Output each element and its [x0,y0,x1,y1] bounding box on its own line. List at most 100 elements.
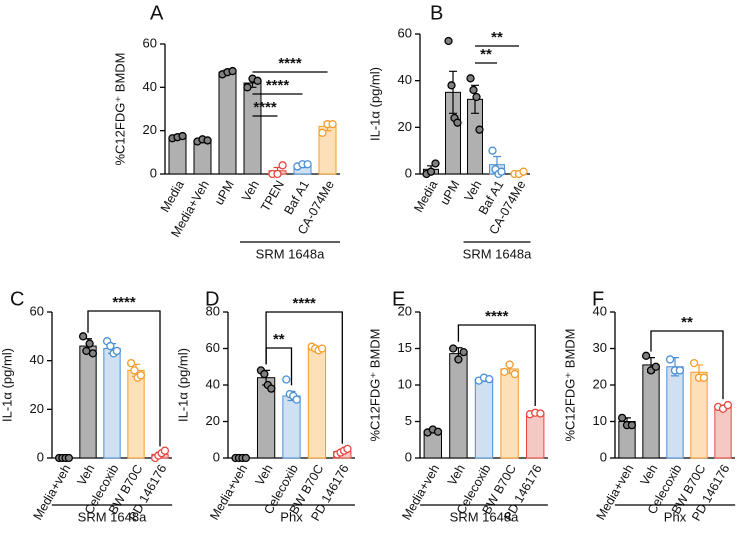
data-point [444,36,453,46]
data-point [64,453,74,463]
group-label: SRM 1648a [78,509,147,524]
data-point [260,369,269,379]
y-tick-label: 20 [206,413,220,428]
data-point [282,375,291,384]
data-point [627,420,637,430]
data-point [536,409,545,418]
y-tick-label: 40 [206,376,220,391]
y-tick-label: 0 [37,449,44,464]
bar [642,364,660,459]
data-point [449,344,458,353]
group-label: SRM 1648a [450,509,519,524]
y-tick-label: 15 [398,340,412,355]
data-point [454,355,463,364]
data-point [519,167,528,176]
significance-line [457,324,536,407]
data-point [136,371,146,380]
y-tick-label: 5 [405,413,412,428]
x-tick-label: Media+veh [207,462,250,522]
y-tick-label: 20 [143,122,157,137]
y-tick-label: 80 [206,303,220,318]
y-tick-label: 20 [30,401,44,416]
data-point [641,351,651,360]
bar [474,378,494,459]
y-tick-label: 0 [405,165,412,180]
y-axis-label: %C12FDG⁺ BMDM [562,328,577,441]
group-label: SRM 1648a [256,246,325,261]
data-point [466,74,475,83]
x-tick-label: uPM [437,178,462,207]
x-tick-label: Media+veh [594,462,637,522]
significance-label: **** [112,294,136,311]
y-tick-label: 10 [593,413,607,428]
bar [666,366,684,459]
data-point [469,85,478,95]
data-point [617,413,627,423]
significance-label: ** [480,46,492,63]
group-label: SRM 1648a [463,246,532,261]
data-point [278,161,287,170]
x-tick-label: Veh [239,178,262,204]
y-tick-label: 20 [398,119,412,134]
y-tick-label: 0 [213,449,220,464]
data-point [343,444,352,454]
data-point [651,362,661,371]
data-point [253,76,262,85]
data-point [78,332,88,341]
data-point [160,446,170,455]
panel-letter: F [592,288,604,310]
bar [218,71,237,175]
data-point [723,400,733,410]
significance-line [265,311,343,444]
y-tick-label: 20 [398,303,412,318]
y-tick-label: 60 [143,35,157,50]
data-point [267,384,276,393]
data-point [500,367,509,377]
x-tick-label: Veh [75,462,98,488]
panel-letter: A [150,2,164,24]
data-point [675,366,685,375]
data-point [485,375,494,384]
data-point [241,453,251,463]
y-axis-label: IL-1α (pg/ml) [0,348,14,422]
significance-label: **** [485,308,509,325]
data-point [88,349,98,358]
x-tick-label: Veh [253,462,276,488]
bar [525,412,545,459]
x-tick-label: Media [411,178,440,215]
y-tick-label: 60 [30,303,44,318]
significance-line [87,310,161,447]
data-point [130,366,139,375]
panel-letter: B [430,2,443,24]
y-tick-label: 60 [398,25,412,40]
y-axis-label: %C12FDG⁺ BMDM [112,52,127,165]
panel-letter: D [205,288,219,310]
data-point [447,81,456,90]
data-point [85,339,94,348]
group-label: Phx [280,509,303,524]
y-axis-label: %C12FDG⁺ BMDM [367,328,382,441]
y-tick-label: 0 [150,165,157,180]
data-point [273,169,282,179]
bar [243,82,262,175]
bar [449,353,468,459]
x-tick-label: Veh [638,462,661,488]
x-tick-label: uPM [212,178,237,207]
bar [714,406,732,459]
significance-label: ** [491,29,503,46]
y-tick-label: 40 [30,352,44,367]
data-point [699,373,709,382]
y-tick-label: 30 [593,340,607,355]
bar [282,395,301,459]
bar [500,368,519,459]
x-tick-label: Media+veh [399,462,442,522]
data-point [510,369,519,379]
data-point [689,358,699,368]
data-point [317,344,327,353]
data-point [472,92,481,102]
significance-label: **** [278,55,302,72]
y-tick-label: 0 [600,449,607,464]
y-tick-label: 0 [405,449,412,464]
data-point [433,427,443,436]
data-point [203,136,212,145]
